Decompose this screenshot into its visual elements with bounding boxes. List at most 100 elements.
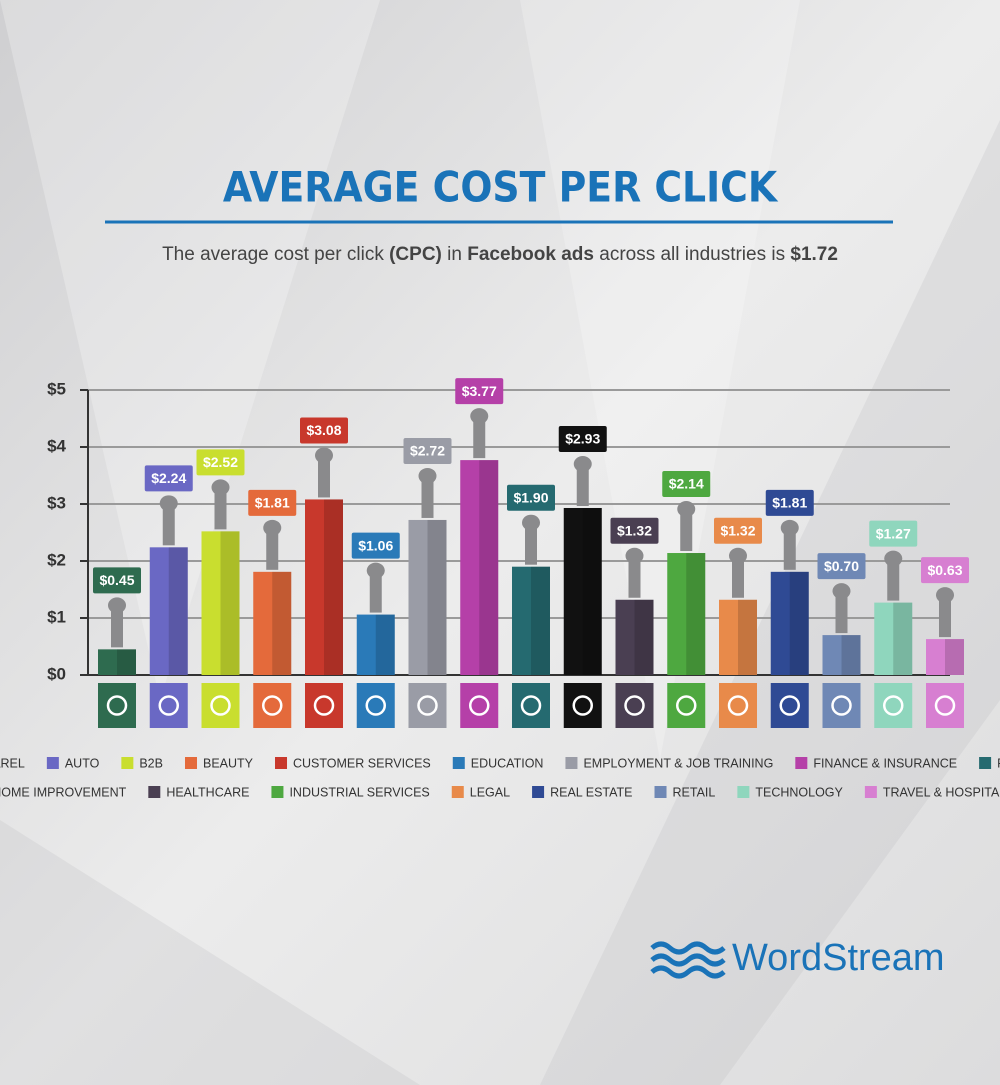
arm xyxy=(266,531,279,570)
value-tag xyxy=(921,557,969,584)
value-label: $1.81 xyxy=(255,495,290,511)
icon xyxy=(313,695,335,716)
icon xyxy=(469,695,490,716)
icon-box xyxy=(253,683,292,728)
icon-box xyxy=(615,683,654,728)
icon xyxy=(262,695,283,716)
brand-logo xyxy=(650,941,726,979)
bar xyxy=(98,649,136,675)
icon-box xyxy=(356,683,395,728)
hand xyxy=(159,495,178,512)
icon-box xyxy=(512,683,550,728)
bar-shade xyxy=(738,599,757,675)
bar-shade xyxy=(117,649,136,675)
hand xyxy=(625,547,644,564)
y-tick-label: $1 xyxy=(47,607,66,626)
hand xyxy=(780,519,799,536)
bar-shade xyxy=(168,547,188,675)
background-ray xyxy=(540,120,1000,1085)
bar xyxy=(770,571,809,675)
arm xyxy=(628,559,641,598)
arm xyxy=(318,459,330,498)
value-label: $1.90 xyxy=(513,489,548,505)
bar xyxy=(822,635,861,675)
legend-label: INDUSTRIAL SERVICES xyxy=(289,785,429,799)
arm xyxy=(680,513,693,552)
value-tag xyxy=(765,489,814,516)
icon-box xyxy=(770,683,809,728)
legend-label: TECHNOLOGY xyxy=(755,785,843,799)
hand xyxy=(729,547,747,564)
icon-box xyxy=(98,683,136,728)
icon xyxy=(624,695,645,716)
background-ray xyxy=(0,0,380,700)
value-label: $2.72 xyxy=(410,443,445,459)
subtitle-part: in xyxy=(442,244,467,265)
arm xyxy=(939,599,951,638)
legend-label: EMPLOYMENT & JOB TRAINING xyxy=(583,756,773,770)
background-ray xyxy=(520,0,800,760)
arm xyxy=(887,562,900,601)
subtitle-part: The average cost per click xyxy=(162,244,389,265)
legend-label: CUSTOMER SERVICES xyxy=(293,756,431,770)
legend-swatch xyxy=(532,786,545,798)
bar-shade xyxy=(686,553,706,675)
bar xyxy=(926,639,964,675)
arm xyxy=(732,559,744,598)
value-tag xyxy=(610,517,659,544)
icon-box xyxy=(149,683,188,728)
arm xyxy=(576,467,589,506)
value-label: $3.08 xyxy=(306,422,341,438)
bar xyxy=(874,602,913,675)
arm xyxy=(369,574,382,613)
icon xyxy=(883,695,904,716)
value-tag xyxy=(248,489,297,516)
legend-label: APPAREL xyxy=(0,756,25,770)
icon xyxy=(520,695,542,716)
arm xyxy=(162,507,175,546)
bar-shade xyxy=(531,566,550,675)
bar xyxy=(305,499,343,675)
bar-shade xyxy=(427,519,447,675)
icon xyxy=(417,695,438,716)
icon xyxy=(106,695,128,716)
value-label: $2.93 xyxy=(565,431,600,447)
brand-name: WordStream xyxy=(732,937,945,979)
arm xyxy=(421,479,434,518)
bar-shade xyxy=(945,639,964,675)
hand xyxy=(315,447,333,464)
value-tag xyxy=(93,567,141,594)
bar xyxy=(149,547,188,675)
bar-shade xyxy=(789,571,809,675)
value-label: $2.14 xyxy=(669,476,704,492)
bar xyxy=(253,571,292,675)
value-tag xyxy=(817,553,866,580)
subtitle-part: (CPC) xyxy=(389,244,442,265)
arm xyxy=(473,420,486,459)
value-tag xyxy=(507,484,555,511)
value-tag xyxy=(196,449,245,476)
value-tag xyxy=(662,471,711,498)
subtitle-part: $1.72 xyxy=(790,244,838,265)
value-tag xyxy=(403,437,452,464)
legend-swatch xyxy=(184,757,197,769)
icon xyxy=(676,695,697,716)
hand xyxy=(366,562,385,579)
bar xyxy=(719,599,757,675)
y-tick-label: $3 xyxy=(47,493,66,512)
legend-swatch xyxy=(864,786,877,798)
arm xyxy=(111,609,123,648)
legend-swatch xyxy=(654,786,667,798)
subtitle-part: across all industries is xyxy=(594,244,790,265)
hand xyxy=(108,597,126,614)
legend-label: HOME IMPROVEMENT xyxy=(0,785,127,799)
hand xyxy=(884,550,903,567)
icon-box xyxy=(822,683,861,728)
bar-shade xyxy=(479,460,499,675)
value-tag xyxy=(455,378,504,405)
arm xyxy=(783,531,796,570)
bar-shade xyxy=(324,499,343,675)
value-tag xyxy=(351,532,400,559)
y-tick-label: $5 xyxy=(47,379,66,398)
